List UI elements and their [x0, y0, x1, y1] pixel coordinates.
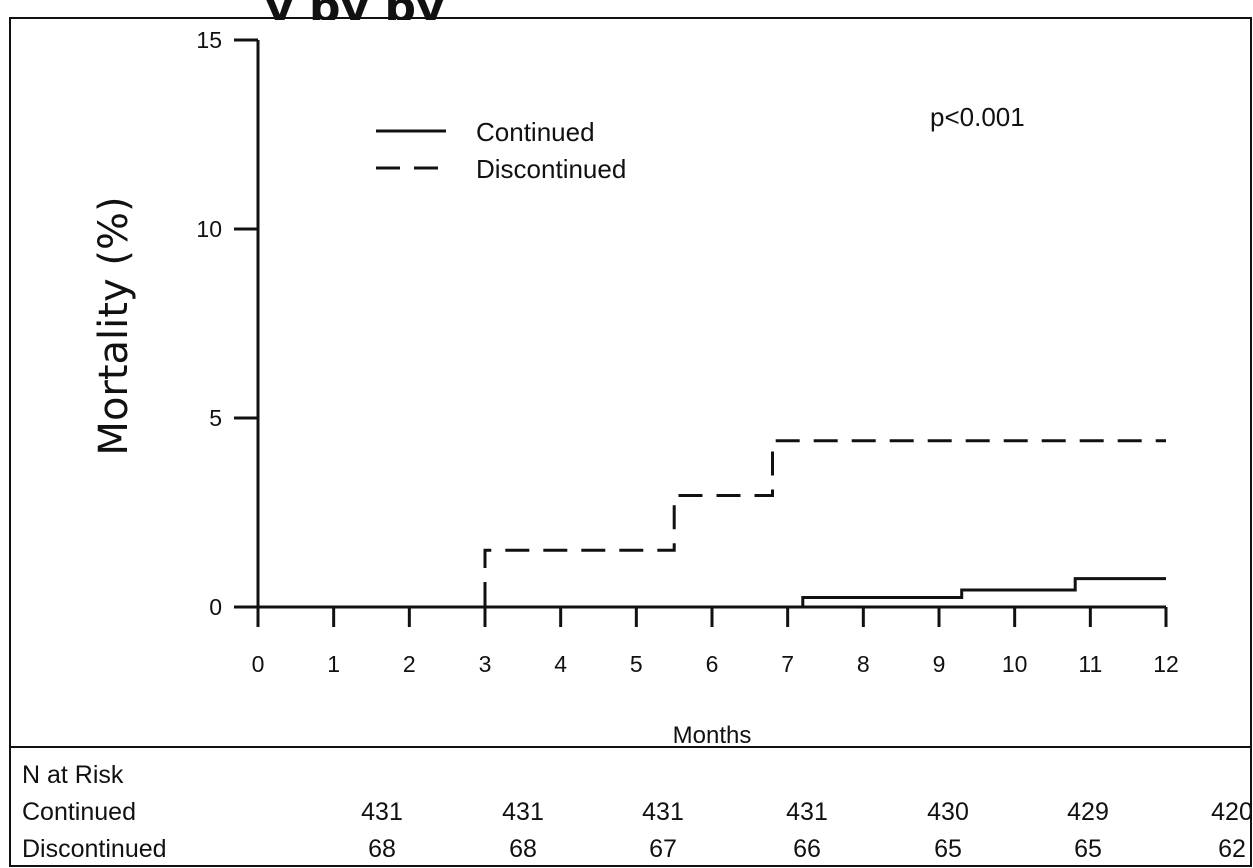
- y-axis-label: Mortality (%): [91, 196, 137, 455]
- legend-label-continued: Continued: [476, 117, 595, 147]
- y-tick-label-0: 0: [209, 594, 222, 620]
- series-layer: [258, 439, 1166, 609]
- y-ticks: 0 5 10 15: [196, 27, 258, 620]
- y-tick-label-5: 5: [209, 405, 222, 431]
- x-tick-label-4: 4: [554, 651, 567, 677]
- risk-value-discontinued-4: 65: [934, 835, 962, 863]
- y-tick-label-15: 15: [196, 27, 222, 53]
- x-tick-label-3: 3: [479, 651, 492, 677]
- x-tick-label-9: 9: [933, 651, 946, 677]
- risk-value-continued-2: 431: [642, 798, 684, 826]
- risk-value-discontinued-3: 66: [793, 835, 821, 863]
- risk-value-discontinued-0: 68: [368, 835, 396, 863]
- y-tick-label-10: 10: [196, 216, 222, 242]
- risk-values: 431 431 431 431 430 429 420 68 68 67 66 65 65 62: [361, 798, 1253, 863]
- chart-frame: [9, 17, 1252, 867]
- x-tick-label-5: 5: [630, 651, 643, 677]
- risk-row-label-discontinued: Discontinued: [22, 835, 167, 863]
- risk-value-continued-1: 431: [502, 798, 544, 826]
- x-ticks: 0 1 2 3 4 5 6 7 8 9 10 11 12: [252, 607, 1179, 677]
- legend: Continued Discontinued: [376, 117, 626, 184]
- x-tick-label-12: 12: [1153, 651, 1179, 677]
- series-line-discontinued: [258, 439, 1166, 609]
- p-value-annotation: p<0.001: [930, 102, 1025, 132]
- risk-value-continued-4: 430: [927, 798, 969, 826]
- risk-table: N at Risk Continued Discontinued 431 431 4…: [22, 761, 1253, 863]
- risk-value-continued-0: 431: [361, 798, 403, 826]
- x-tick-label-0: 0: [252, 651, 265, 677]
- legend-label-discontinued: Discontinued: [476, 154, 626, 184]
- svg-text:y py py: y py py: [265, 0, 445, 33]
- risk-value-continued-5: 429: [1067, 798, 1109, 826]
- x-tick-label-8: 8: [857, 651, 870, 677]
- risk-value-discontinued-5: 65: [1074, 835, 1102, 863]
- x-tick-label-7: 7: [781, 651, 794, 677]
- clipped-title-fragment: y py py: [265, 0, 445, 33]
- series-line-continued: [258, 577, 1166, 609]
- risk-value-discontinued-6: 62: [1218, 835, 1246, 863]
- x-axis-label: Months: [673, 722, 752, 749]
- risk-row-label-continued: Continued: [22, 798, 136, 826]
- risk-value-continued-3: 431: [786, 798, 828, 826]
- x-tick-label-10: 10: [1002, 651, 1028, 677]
- x-tick-label-11: 11: [1078, 651, 1102, 677]
- risk-table-header: N at Risk: [22, 761, 124, 789]
- risk-value-discontinued-1: 68: [509, 835, 537, 863]
- x-tick-label-1: 1: [327, 651, 340, 677]
- risk-value-continued-6: 420: [1211, 798, 1253, 826]
- x-tick-label-6: 6: [706, 651, 719, 677]
- risk-value-discontinued-2: 67: [649, 835, 677, 863]
- x-tick-label-2: 2: [403, 651, 416, 677]
